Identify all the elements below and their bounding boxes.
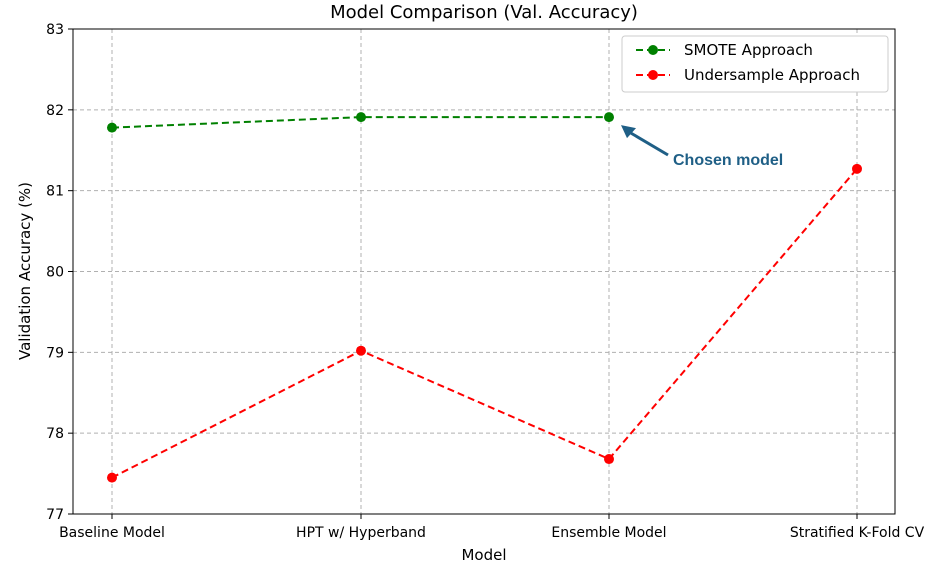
x-tick-label: Stratified K-Fold CV bbox=[790, 525, 925, 541]
x-tick-label: Baseline Model bbox=[59, 525, 165, 541]
series-line bbox=[111, 116, 609, 129]
y-tick-label: 80 bbox=[46, 265, 64, 281]
x-tick-label: Ensemble Model bbox=[551, 525, 666, 541]
y-tick-label: 77 bbox=[46, 507, 64, 523]
grid bbox=[73, 28, 895, 515]
data-point bbox=[107, 122, 117, 133]
chart-title: Model Comparison (Val. Accuracy) bbox=[330, 2, 638, 23]
data-point bbox=[107, 472, 117, 483]
x-tick-label: HPT w/ Hyperband bbox=[296, 525, 426, 541]
legend: SMOTE Approach Undersample Approach bbox=[621, 35, 889, 93]
plot-frame bbox=[72, 28, 896, 515]
y-axis-label: Validation Accuracy (%) bbox=[16, 182, 34, 360]
y-tick-label: 82 bbox=[46, 103, 64, 119]
annotation-arrow-shaft bbox=[630, 131, 669, 157]
annotation-text: Chosen model bbox=[673, 152, 783, 169]
data-point bbox=[356, 345, 366, 356]
data-point bbox=[604, 454, 614, 465]
x-axis: Baseline Model HPT w/ Hyperband Ensemble M… bbox=[59, 514, 925, 541]
series-smote bbox=[107, 112, 614, 133]
y-tick-label: 83 bbox=[46, 22, 64, 38]
series-line bbox=[111, 168, 858, 479]
data-point bbox=[604, 112, 614, 123]
legend-label: SMOTE Approach bbox=[684, 41, 813, 59]
x-axis-label: Model bbox=[461, 546, 506, 564]
legend-label: Undersample Approach bbox=[684, 66, 860, 84]
annotation: Chosen model bbox=[621, 125, 783, 169]
series-layer bbox=[107, 112, 862, 483]
data-point bbox=[852, 163, 862, 174]
annotation-arrow-head bbox=[621, 125, 636, 139]
y-tick-label: 79 bbox=[46, 345, 64, 361]
y-tick-label: 78 bbox=[46, 426, 64, 442]
legend-swatch-marker bbox=[648, 45, 658, 55]
y-tick-label: 81 bbox=[46, 184, 64, 200]
data-point bbox=[356, 112, 366, 123]
y-axis: 77 78 79 80 81 82 83 bbox=[46, 22, 73, 523]
legend-swatch-marker bbox=[648, 70, 658, 80]
legend-box bbox=[621, 35, 889, 93]
series-undersample bbox=[107, 163, 862, 483]
